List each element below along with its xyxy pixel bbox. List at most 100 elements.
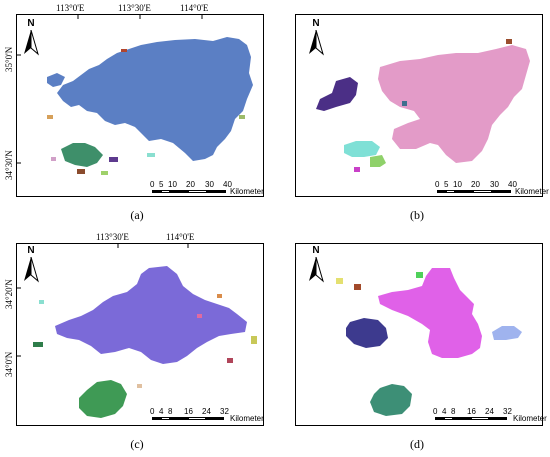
scale-segment xyxy=(492,190,511,193)
patch-c-2 xyxy=(251,336,257,344)
scale-segment xyxy=(489,417,507,420)
top-tick-c-1: 113°30'E xyxy=(96,232,129,242)
north-arrow-d: N xyxy=(307,245,325,283)
north-label-d: N xyxy=(312,245,320,256)
scale-number: 0 xyxy=(150,180,155,189)
scale-number: 32 xyxy=(503,407,512,416)
patch-d-green xyxy=(416,272,423,278)
north-arrow-icon xyxy=(24,30,39,56)
top-tick-c-2: 114°0'E xyxy=(166,232,195,242)
scale-number: 20 xyxy=(471,180,480,189)
scale-number: 20 xyxy=(186,180,195,189)
scale-number: 24 xyxy=(485,407,494,416)
scale-number: 10 xyxy=(453,180,462,189)
top-tick-a-1: 113°0'E xyxy=(56,3,85,13)
north-arrow-icon xyxy=(24,257,39,283)
scale-bar-a: 0 5 10 20 30 40 Kilometer xyxy=(150,180,264,200)
north-arrow-icon xyxy=(309,30,324,56)
scale-number: 10 xyxy=(168,180,177,189)
scale-unit: Kilometer xyxy=(515,187,549,196)
map-frame-a xyxy=(16,14,264,197)
scale-number: 4 xyxy=(442,407,447,416)
scale-segment xyxy=(453,417,471,420)
urban-cluster-purple xyxy=(316,77,358,111)
scale-number: 4 xyxy=(159,407,164,416)
patch-c-1 xyxy=(33,342,43,347)
scale-segment xyxy=(161,190,170,193)
scale-unit: Kilometer xyxy=(513,414,547,423)
north-arrow-a: N xyxy=(22,18,40,56)
scale-number: 0 xyxy=(435,180,440,189)
scale-number: 5 xyxy=(159,180,164,189)
urban-cluster-main xyxy=(57,37,253,161)
caption-a: (a) xyxy=(130,208,144,222)
scale-segment xyxy=(170,417,188,420)
caption-d: (d) xyxy=(410,437,424,451)
patch-c-5 xyxy=(137,384,142,388)
scale-number: 8 xyxy=(168,407,173,416)
north-arrow-icon xyxy=(309,257,324,283)
scale-bar-b: 0 5 10 20 30 40 Kilometer xyxy=(435,180,549,200)
urban-cluster-green xyxy=(61,143,103,167)
map-a xyxy=(17,15,253,175)
panel-d: N 0 4 8 16 24 32 Kilometer (d) xyxy=(275,229,550,457)
patch-a-1 xyxy=(77,169,85,174)
scale-number: 30 xyxy=(490,180,499,189)
north-arrow-c: N xyxy=(22,245,40,283)
patch-c-6 xyxy=(39,300,44,304)
map-frame-b xyxy=(295,14,543,197)
scale-number: 32 xyxy=(220,407,229,416)
north-label-b: N xyxy=(312,18,320,29)
north-label-a: N xyxy=(27,18,35,29)
left-tick-a-2: 34°30'N xyxy=(4,150,14,180)
left-tick-a-1: 35°0'N xyxy=(4,46,14,72)
map-d xyxy=(336,268,522,416)
urban-cluster-magenta xyxy=(378,268,482,358)
north-arrow-b: N xyxy=(307,18,325,56)
scale-number: 16 xyxy=(467,407,476,416)
scale-segment xyxy=(152,417,161,420)
urban-cluster-green xyxy=(79,380,127,418)
urban-cluster-navy xyxy=(346,318,388,348)
patch-c-3 xyxy=(227,358,233,363)
patch-c-7 xyxy=(217,294,222,298)
scale-number: 8 xyxy=(451,407,456,416)
left-tick-c-2: 34°0'N xyxy=(4,351,14,377)
tick-marks-c xyxy=(17,244,189,357)
scale-segment xyxy=(170,190,188,193)
caption-b: (b) xyxy=(410,208,424,222)
scale-segment xyxy=(473,190,492,193)
left-tick-c-1: 34°20'N xyxy=(4,279,14,309)
scale-number: 0 xyxy=(150,407,155,416)
panel-a: 113°0'E 113°30'E 114°0'E 35°0'N 34°30'N … xyxy=(0,0,275,228)
scale-unit: Kilometer xyxy=(230,414,264,423)
patch-a-7 xyxy=(239,115,245,119)
top-tick-a-3: 114°0'E xyxy=(180,3,209,13)
scale-segment xyxy=(188,190,207,193)
scale-number: 24 xyxy=(202,407,211,416)
patch-a-4 xyxy=(47,115,53,119)
panel-b: N 0 5 10 20 30 40 Kilometer (b) xyxy=(275,0,550,228)
scale-number: 5 xyxy=(444,180,449,189)
patch-a-6 xyxy=(51,157,56,161)
patch-c-4 xyxy=(197,314,202,318)
caption-c: (c) xyxy=(130,437,144,451)
scale-number: 16 xyxy=(184,407,193,416)
patch-b-brown xyxy=(506,39,512,44)
scale-segment xyxy=(188,417,206,420)
scale-number: 0 xyxy=(433,407,438,416)
urban-cluster-main xyxy=(55,266,247,364)
urban-cluster-teal xyxy=(370,384,412,416)
map-frame-d xyxy=(295,243,543,426)
scale-segment xyxy=(446,190,455,193)
urban-cluster-cyan xyxy=(344,141,380,157)
scale-number: 30 xyxy=(205,180,214,189)
scale-segment xyxy=(455,190,473,193)
tick-marks-a xyxy=(17,15,203,164)
patch-b-magenta xyxy=(354,167,360,172)
patch-a-5 xyxy=(147,153,155,157)
map-frame-c xyxy=(16,243,264,426)
map-b xyxy=(316,39,530,172)
scale-unit: Kilometer xyxy=(230,187,264,196)
scale-segment xyxy=(435,417,444,420)
